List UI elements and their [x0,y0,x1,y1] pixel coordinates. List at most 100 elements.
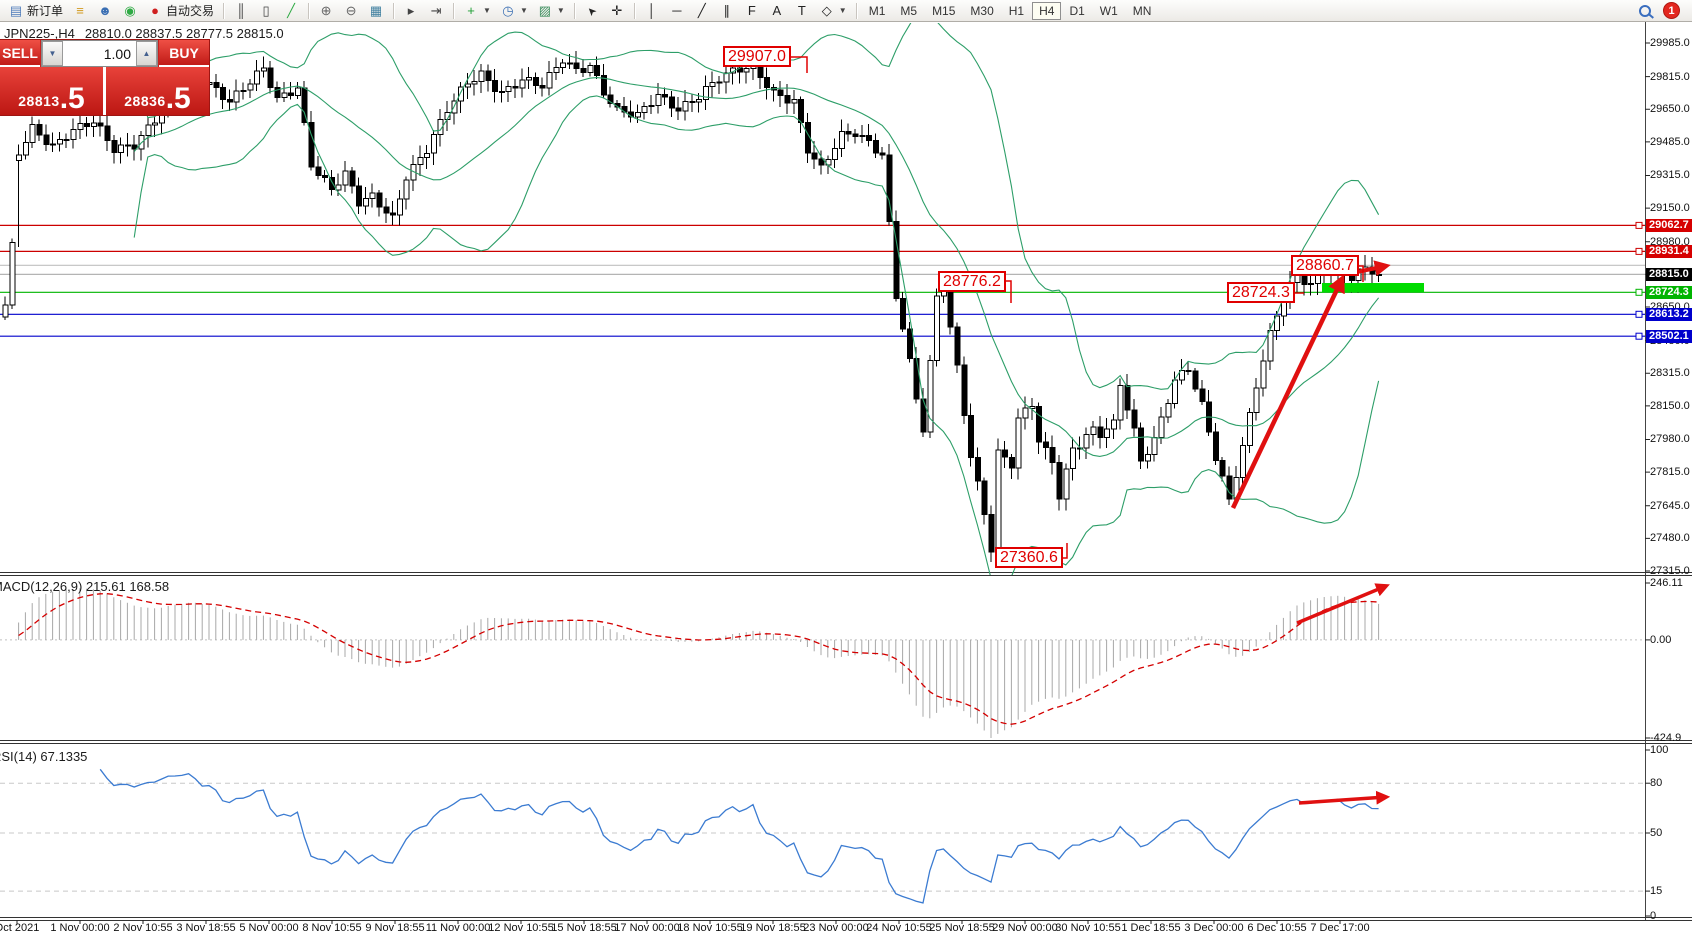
chart-shift-button[interactable]: ⇥ [424,0,448,22]
volume-input[interactable]: 1.00 [63,41,136,66]
time-axis-label: 1 Nov 00:00 [50,922,110,934]
trendline-button[interactable]: ╱ [690,0,714,22]
toolbar-separator [453,2,455,19]
rsi-axis-label: 0 [1650,910,1657,922]
auto-scroll-button[interactable]: ▸ [399,0,423,22]
text-button[interactable]: A [765,0,789,22]
hline-button[interactable]: ─ [665,0,689,22]
trendline-icon: ╱ [697,2,706,18]
cursor-button[interactable]: ➤ [580,0,604,22]
price-tick-label: 29650.0 [1650,103,1690,116]
templates-button[interactable]: ▨ ▼ [533,0,569,22]
buy-price[interactable]: 28836.5 [106,67,209,115]
price-annotation[interactable]: 29907.0 [723,46,791,67]
toolbar: ▤ 新订单 ≡ ☻ ◉ ● 自动交易 ║ ▯ ╱ ⊕ ⊖ ▦ ▸ ⇥ + ▼ ◷ ▼ ▨ ▼ ➤ ✛ │ ─ ╱ ∥ F A T ◇ ▼ M1 M… [0,0,1692,22]
bollinger-middle-band [133,77,1380,457]
macd-arrow[interactable] [1296,583,1390,625]
price-badge: 28724.3 [1646,285,1692,299]
vline-button[interactable]: │ [640,0,664,22]
trend-arrow[interactable] [1230,274,1345,509]
tile-windows-icon: ▦ [369,2,383,18]
time-axis-label: 24 Nov 10:55 [866,922,932,934]
price-annotation[interactable]: 28724.3 [1227,282,1295,303]
timeframe-h1[interactable]: H1 [1008,3,1025,18]
sell-price[interactable]: 28813.5 [0,67,106,115]
time-axis-label: Oct 2021 [0,922,40,934]
channel-icon: ∥ [723,2,731,18]
volume-decrease-button[interactable]: ▼ [42,41,63,66]
bar-chart-button[interactable]: ║ [229,0,253,22]
price-tick-label: 28980.0 [1650,235,1690,248]
macd-axis-label: 0.00 [1650,633,1672,646]
spinner-up-icon: ▲ [142,48,151,58]
new-order-button[interactable]: ▤ 新订单 [4,0,67,22]
time-axis-label: 1 Dec 18:55 [1121,922,1181,934]
timeframe-m5[interactable]: M5 [900,3,918,18]
price-annotation[interactable]: 28776.2 [938,271,1006,292]
new-order-button-label: 新订单 [27,4,64,18]
timeframe-m1[interactable]: M1 [868,3,886,18]
chart-title: JPN225-,H4 28810.0 28837.5 28777.5 28815.… [4,26,284,41]
timeframe-h4[interactable]: H4 [1032,1,1062,20]
label-button[interactable]: T [790,0,814,22]
timeframe-w1[interactable]: W1 [1099,3,1118,18]
price-annotation[interactable]: 28860.7 [1291,255,1359,276]
volume-increase-button[interactable]: ▲ [136,41,157,66]
line-chart-icon: ╱ [287,2,295,18]
crosshair-icon: ✛ [611,2,623,18]
cursor-icon: ➤ [584,2,600,19]
notification-badge[interactable]: 1 [1663,2,1680,19]
price-tick-label: 28315.0 [1650,367,1690,380]
tile-windows-button[interactable]: ▦ [364,0,388,22]
support-zone-rectangle[interactable] [1322,283,1424,292]
price-badge: 28931.4 [1646,244,1692,258]
time-axis-label: 11 Nov 00:00 [425,922,491,934]
add-indicator-icon: + [467,2,475,18]
timeframe-m15[interactable]: M15 [932,3,956,18]
sell-button[interactable]: SELL [0,40,40,67]
price-tick-label: 29315.0 [1650,169,1690,182]
candlestick-button[interactable]: ▯ [254,0,278,22]
spinner-down-icon: ▼ [48,48,57,58]
macd-axis-label: -424.9 [1650,732,1682,744]
buy-button[interactable]: BUY [159,40,209,67]
fibonacci-icon: F [747,2,756,18]
zoom-in-button[interactable]: ⊕ [314,0,338,22]
time-axis-label: 7 Dec 17:00 [1310,922,1370,934]
price-tick-label: 29985.0 [1650,37,1690,49]
rsi-axis-label: 100 [1650,744,1669,756]
search-icon [1639,4,1651,17]
chevron-down-icon: ▼ [519,6,528,15]
auto-trading-button[interactable]: ● 自动交易 [143,0,218,22]
price-tick-label: 29150.0 [1650,202,1690,215]
fibonacci-button[interactable]: F [740,0,764,22]
profile-button[interactable]: ☻ [93,0,117,22]
price-annotation[interactable]: 27360.6 [995,547,1063,568]
signals-button[interactable]: ◉ [118,0,142,22]
rsi-arrow[interactable] [1298,790,1391,805]
zoom-out-button[interactable]: ⊖ [339,0,363,22]
rsi-line [99,768,1379,904]
candlestick-icon: ▯ [262,2,270,18]
chevron-down-icon: ▼ [556,6,565,15]
periods-button[interactable]: ◷ ▼ [496,0,532,22]
timeframe-mn[interactable]: MN [1132,3,1152,18]
toolbar-separator [855,2,857,19]
price-badge: 28815.0 [1646,267,1692,281]
template-icon: ▨ [538,2,552,18]
price-badge: 29062.7 [1646,218,1692,232]
line-chart-button[interactable]: ╱ [279,0,303,22]
timeframe-d1[interactable]: D1 [1069,3,1085,18]
macd-axis-label: 246.11 [1650,577,1683,589]
time-axis-label: 19 Nov 18:55 [740,922,806,934]
search-button[interactable] [1635,0,1655,22]
market-watch-button[interactable]: ≡ [68,0,92,22]
shapes-button[interactable]: ◇ ▼ [815,0,851,22]
crosshair-button[interactable]: ✛ [605,0,629,22]
timeframe-m30[interactable]: M30 [970,3,994,18]
channel-button[interactable]: ∥ [715,0,739,22]
indicators-button[interactable]: + ▼ [459,0,495,22]
chart-shift-icon: ⇥ [430,2,442,18]
